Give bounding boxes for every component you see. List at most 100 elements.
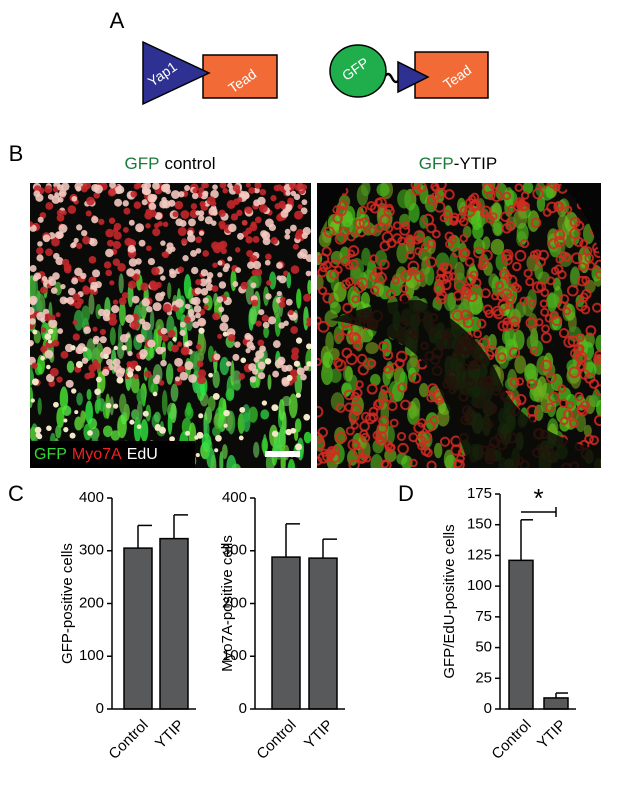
cell bbox=[72, 293, 81, 301]
y-axis-label: Myo7A-positive cells bbox=[219, 535, 236, 672]
cell bbox=[79, 410, 85, 428]
cell bbox=[317, 267, 328, 278]
cell bbox=[472, 223, 484, 240]
cell bbox=[40, 355, 45, 361]
cell bbox=[197, 317, 207, 327]
cell bbox=[445, 239, 454, 249]
cell bbox=[250, 305, 257, 323]
cell bbox=[152, 377, 160, 385]
cell bbox=[214, 448, 219, 453]
cell bbox=[317, 253, 330, 266]
cell bbox=[191, 192, 199, 200]
cell bbox=[204, 216, 213, 225]
y-tick-label: 0 bbox=[239, 700, 247, 717]
cell bbox=[162, 303, 172, 313]
cell bbox=[289, 369, 299, 378]
cell bbox=[251, 299, 259, 307]
cell bbox=[529, 346, 539, 356]
cell bbox=[212, 370, 220, 389]
cell bbox=[332, 213, 343, 224]
cell bbox=[105, 228, 114, 238]
cell bbox=[414, 247, 423, 256]
cell bbox=[514, 355, 527, 374]
cell bbox=[47, 328, 54, 335]
cell bbox=[264, 259, 271, 266]
cell bbox=[199, 278, 208, 287]
cell bbox=[52, 272, 60, 280]
cell bbox=[180, 346, 190, 356]
cell bbox=[71, 388, 77, 394]
cell bbox=[535, 256, 546, 268]
cell bbox=[512, 329, 525, 351]
cell bbox=[317, 438, 326, 450]
cell bbox=[495, 280, 504, 290]
cell bbox=[317, 456, 323, 466]
cell bbox=[170, 383, 179, 402]
cell bbox=[99, 336, 107, 344]
cell bbox=[112, 299, 119, 305]
cell bbox=[465, 274, 477, 286]
cell bbox=[476, 318, 487, 329]
cell bbox=[296, 183, 304, 191]
cell bbox=[235, 189, 241, 195]
cell bbox=[60, 283, 66, 290]
cell bbox=[329, 368, 342, 383]
cell bbox=[245, 236, 253, 244]
cell bbox=[396, 350, 408, 363]
bar bbox=[159, 537, 189, 710]
cell bbox=[254, 216, 262, 224]
cell bbox=[512, 261, 522, 272]
cell bbox=[194, 287, 202, 295]
cell bbox=[426, 392, 436, 403]
cell bbox=[92, 359, 99, 366]
cell bbox=[45, 248, 53, 257]
cell bbox=[459, 206, 468, 215]
cell bbox=[378, 259, 390, 270]
cell bbox=[255, 320, 262, 327]
cell bbox=[145, 208, 152, 215]
cell bbox=[232, 281, 239, 287]
cell bbox=[195, 248, 202, 254]
cell bbox=[113, 231, 122, 240]
cell bbox=[592, 354, 601, 365]
cell bbox=[128, 258, 138, 267]
cell bbox=[219, 240, 228, 249]
cell bbox=[257, 371, 266, 380]
cell bbox=[146, 245, 152, 252]
cell bbox=[303, 293, 311, 302]
cell bbox=[125, 333, 131, 339]
cell bbox=[81, 229, 88, 237]
cell bbox=[236, 197, 243, 203]
cell bbox=[30, 318, 36, 325]
cell bbox=[358, 205, 368, 215]
cell bbox=[334, 265, 343, 275]
cell bbox=[526, 378, 537, 390]
cell bbox=[141, 183, 148, 190]
cell bbox=[567, 335, 580, 347]
cell bbox=[234, 247, 241, 253]
cell bbox=[267, 374, 272, 390]
cell bbox=[236, 209, 243, 217]
cell bbox=[297, 251, 305, 259]
cell bbox=[410, 183, 421, 190]
cell bbox=[63, 427, 69, 433]
x-tick-label: YTIP bbox=[534, 717, 570, 753]
cell bbox=[284, 203, 293, 212]
cell bbox=[448, 272, 458, 281]
cell bbox=[352, 387, 363, 398]
cell bbox=[187, 234, 196, 243]
cell bbox=[212, 184, 218, 191]
cell bbox=[546, 276, 556, 286]
cell bbox=[219, 183, 227, 189]
cell bbox=[210, 189, 219, 199]
cell bbox=[86, 388, 92, 401]
cell bbox=[49, 367, 59, 377]
cell bbox=[360, 432, 371, 443]
cell bbox=[123, 207, 131, 215]
cell bbox=[295, 443, 303, 451]
cell bbox=[122, 227, 129, 233]
gfp-ellipse bbox=[329, 44, 387, 98]
cell bbox=[58, 189, 67, 198]
cell bbox=[470, 192, 480, 202]
